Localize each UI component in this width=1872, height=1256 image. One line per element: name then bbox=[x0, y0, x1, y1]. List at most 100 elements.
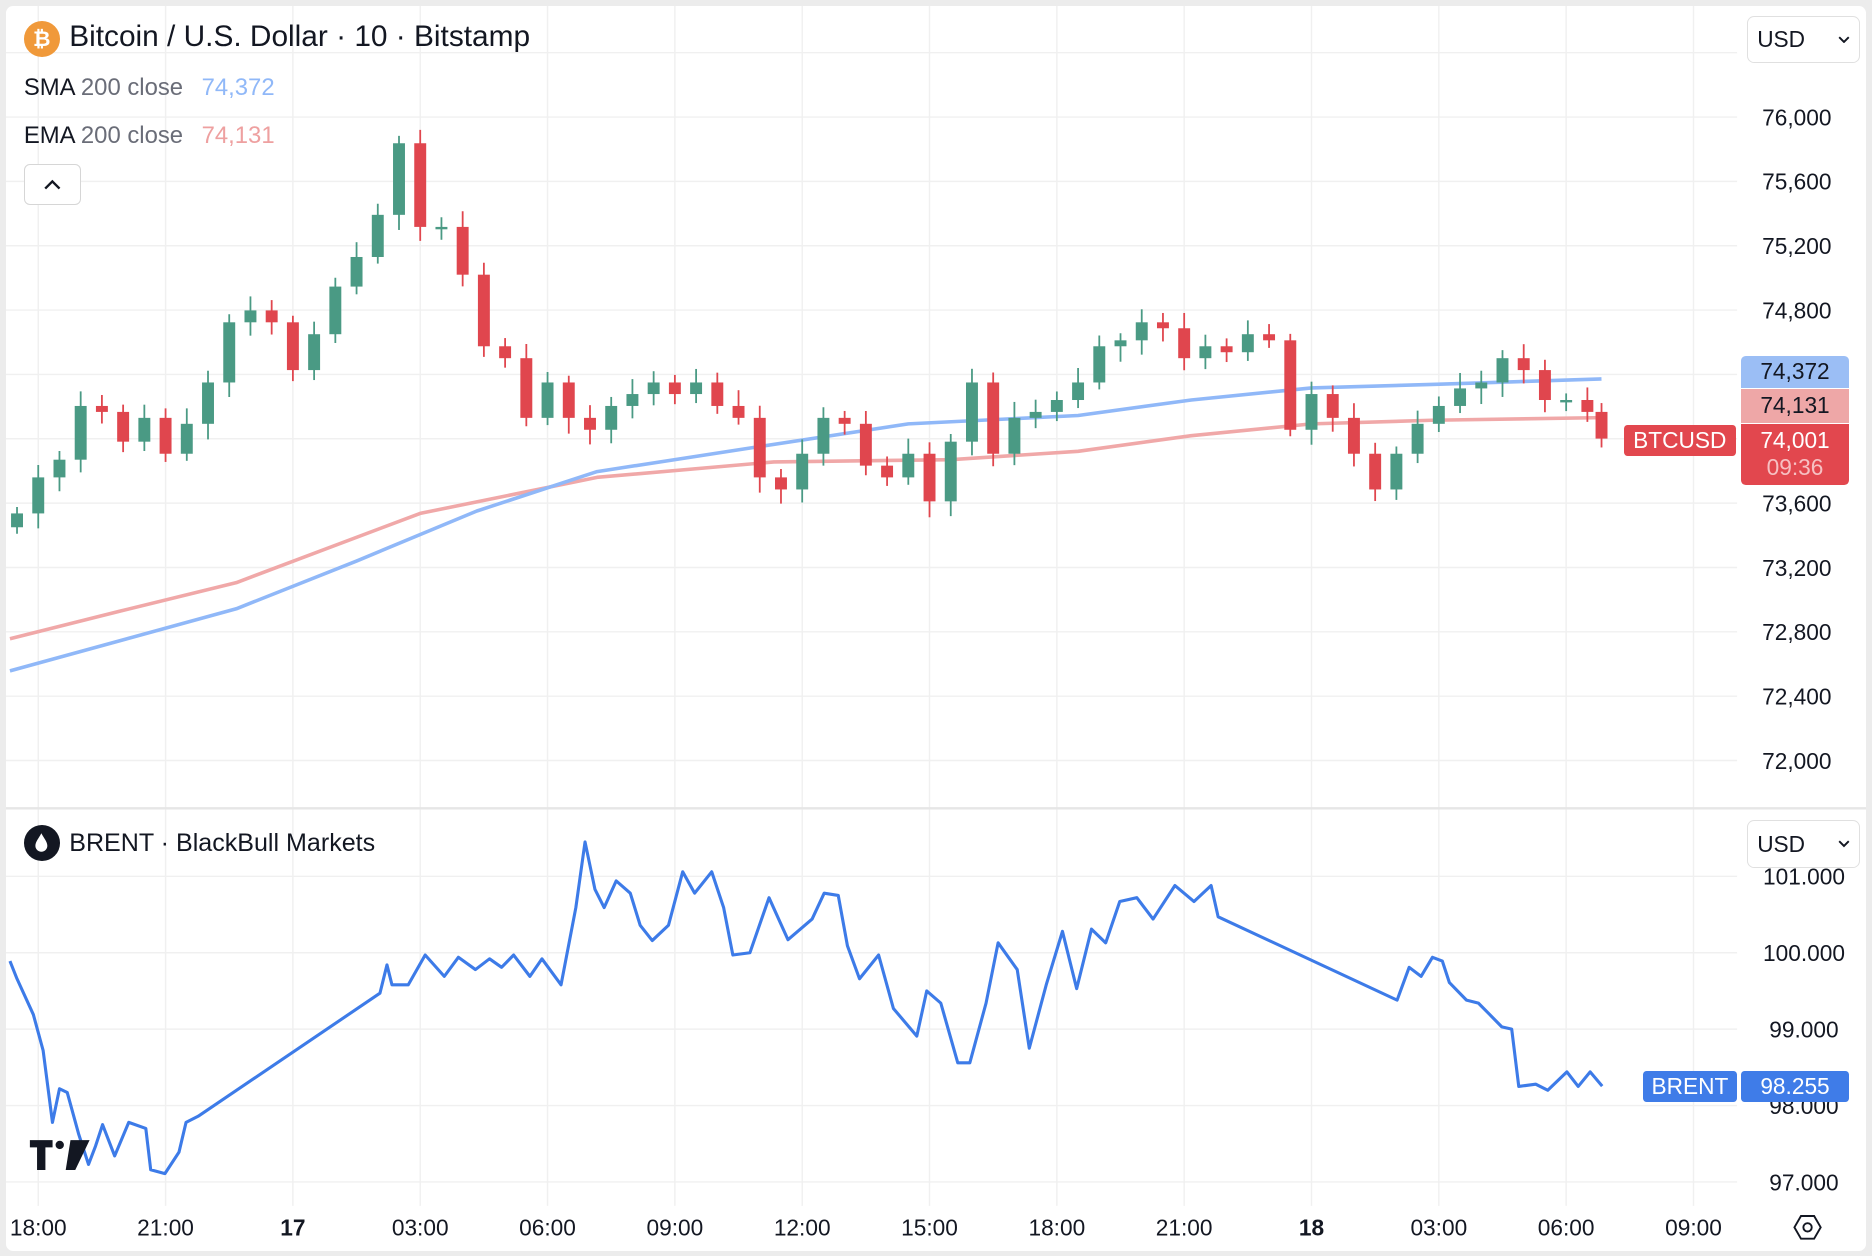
time-axis[interactable]: 18:00 21:00 17 03:00 06:00 09:00 12:00 15:00 18:… bbox=[10, 1215, 1722, 1241]
candle-body bbox=[1390, 453, 1403, 490]
candle bbox=[1050, 391, 1063, 422]
candle-body bbox=[95, 405, 108, 412]
candle bbox=[414, 129, 427, 241]
legend-sma-params: 200 close bbox=[80, 74, 184, 102]
time-axis-label: 21:00 bbox=[1156, 1215, 1213, 1241]
candle bbox=[435, 217, 448, 240]
candle-body bbox=[1454, 388, 1466, 406]
candle-body bbox=[774, 477, 787, 490]
currency-select[interactable]: USD bbox=[1746, 15, 1861, 64]
symbol-tag: BTCUSD bbox=[1623, 425, 1736, 457]
brent-currency-select[interactable]: USD bbox=[1746, 820, 1861, 868]
candle-body bbox=[626, 394, 639, 406]
candle-body bbox=[286, 322, 299, 371]
price-axis[interactable]: 76,000 75,600 75,200 74,800 73,600 73,200 72,8… bbox=[1762, 104, 1831, 773]
candle bbox=[1220, 338, 1233, 363]
candle-body bbox=[1050, 399, 1063, 412]
time-axis-label: 09:00 bbox=[1665, 1215, 1722, 1241]
price-axis-label: 74,800 bbox=[1762, 297, 1831, 323]
candle-body bbox=[1347, 417, 1360, 454]
chart-canvas[interactable]: 76,000 75,600 75,200 74,800 73,600 73,200 72,8… bbox=[5, 5, 1867, 1251]
candle-body bbox=[456, 226, 469, 275]
candle-body bbox=[1369, 453, 1382, 490]
brent-title[interactable]: BRENT · BlackBull Markets bbox=[69, 828, 376, 857]
time-axis-label: 18 bbox=[1299, 1215, 1324, 1241]
candle-body bbox=[541, 382, 554, 418]
candle-body bbox=[414, 143, 427, 227]
candle bbox=[1284, 333, 1297, 437]
candle-body bbox=[1241, 334, 1254, 353]
candle-body bbox=[1029, 411, 1042, 418]
candle bbox=[74, 391, 87, 473]
candle-body bbox=[117, 411, 130, 442]
candle bbox=[1008, 401, 1021, 466]
candle bbox=[541, 371, 554, 426]
candle-body bbox=[265, 310, 278, 323]
candle-body bbox=[138, 417, 151, 442]
settings-hexagon-icon[interactable] bbox=[1793, 1214, 1822, 1240]
time-axis-label: 21:00 bbox=[137, 1215, 194, 1241]
candle-body bbox=[902, 453, 915, 478]
candle-body bbox=[223, 322, 236, 383]
candle-body bbox=[796, 453, 809, 490]
candle bbox=[11, 506, 23, 534]
price-axis-label: 73,200 bbox=[1762, 555, 1831, 581]
candle bbox=[329, 277, 342, 344]
legend-ema[interactable]: EMA 200 close 74,131 bbox=[24, 122, 275, 150]
candle bbox=[817, 407, 830, 466]
candle-body bbox=[1326, 394, 1339, 418]
candle-body bbox=[1093, 346, 1106, 383]
candle-body bbox=[647, 382, 660, 395]
price-axis-label: 72,000 bbox=[1762, 748, 1831, 774]
candle bbox=[1029, 399, 1042, 429]
legend-ema-value: 74,131 bbox=[201, 121, 275, 149]
candle bbox=[392, 135, 405, 230]
candle-body bbox=[74, 405, 87, 460]
candle bbox=[562, 375, 575, 434]
collapse-legend-button[interactable] bbox=[23, 163, 81, 205]
candle bbox=[202, 370, 214, 440]
candle-body bbox=[859, 423, 872, 466]
chevron-up-icon bbox=[44, 179, 61, 190]
symbol-title[interactable]: Bitcoin / U.S. Dollar · 10 · Bitstamp bbox=[69, 20, 531, 54]
brent-symbol-tag: BRENT bbox=[1642, 1070, 1738, 1102]
brent-axis-label: 100.000 bbox=[1763, 940, 1845, 966]
price-axis-label: 75,200 bbox=[1762, 233, 1831, 259]
time-axis-label: 03:00 bbox=[1410, 1215, 1467, 1241]
legend-sma[interactable]: SMA 200 close 74,372 bbox=[24, 74, 275, 102]
candle-body bbox=[690, 382, 703, 395]
oil-drop-icon bbox=[23, 824, 60, 861]
candle-body bbox=[668, 382, 681, 395]
last-price: 74,001 bbox=[1760, 426, 1830, 453]
legend-sma-name: SMA bbox=[23, 74, 75, 102]
candle bbox=[1595, 403, 1608, 448]
candle bbox=[605, 396, 618, 444]
candle-body bbox=[435, 226, 448, 230]
candle bbox=[1369, 442, 1382, 502]
candle bbox=[1454, 372, 1466, 414]
brent-currency-value: USD bbox=[1757, 830, 1806, 857]
candle bbox=[1581, 387, 1594, 422]
tradingview-logo[interactable] bbox=[29, 1140, 90, 1170]
candle-body bbox=[1156, 322, 1169, 329]
time-axis-label: 12:00 bbox=[774, 1215, 831, 1241]
candle bbox=[159, 408, 172, 462]
candle bbox=[1538, 359, 1551, 413]
candle-body bbox=[1496, 358, 1509, 383]
legend-ema-name: EMA bbox=[23, 121, 75, 149]
candle-body bbox=[1178, 328, 1191, 359]
brent-line bbox=[8, 840, 1604, 1176]
candle bbox=[138, 404, 151, 451]
candle-body bbox=[987, 382, 1000, 454]
candle-body bbox=[881, 465, 894, 478]
candle bbox=[711, 372, 724, 414]
candle-body bbox=[1411, 423, 1424, 454]
candle bbox=[1263, 324, 1275, 348]
candle bbox=[1560, 393, 1573, 412]
candle bbox=[1199, 334, 1212, 370]
candle-body bbox=[605, 405, 618, 430]
ema-price-tag: 74,131 bbox=[1740, 389, 1850, 423]
candle bbox=[859, 410, 872, 476]
candle-body bbox=[817, 417, 830, 454]
